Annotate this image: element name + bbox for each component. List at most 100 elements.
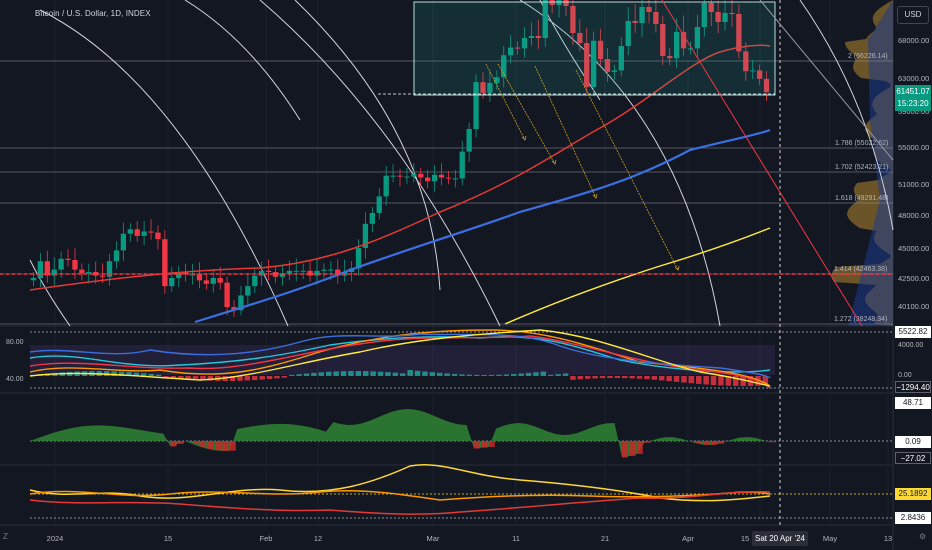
osc1-histogram-bar	[710, 376, 717, 386]
candle-body	[328, 269, 334, 271]
candle-body	[37, 261, 44, 278]
candle-body	[514, 47, 521, 49]
candle-body	[480, 82, 486, 93]
time-axis-label: 15	[164, 534, 172, 543]
osc1-histogram-bar	[148, 373, 154, 376]
projection-arrow	[485, 63, 526, 141]
candle-body	[189, 274, 196, 276]
candle-body	[715, 12, 721, 22]
candle-body	[487, 82, 493, 93]
osc1-histogram-bar	[200, 376, 206, 381]
time-axis-label: Apr	[682, 534, 694, 543]
ma-blue	[194, 128, 771, 324]
candle-body	[155, 232, 161, 240]
osc1-histogram-bar	[525, 372, 532, 376]
candle-body	[542, 0, 548, 38]
candle-body	[501, 55, 507, 78]
osc1-bottom-tag: −1294.40	[895, 381, 931, 393]
osc1-histogram-bar	[244, 376, 251, 381]
time-axis-label: 13	[884, 534, 892, 543]
osc3-top-tag: 25.1892	[895, 488, 931, 500]
candle-body	[265, 270, 272, 272]
osc1-histogram-bar	[577, 376, 584, 380]
candle-body	[362, 223, 369, 248]
candle-body	[58, 258, 64, 270]
candle-body	[279, 273, 286, 277]
candle-body	[590, 40, 597, 88]
osc2-top-tag: 48.71	[895, 397, 931, 409]
candle-body	[286, 270, 293, 274]
candle-body	[673, 32, 680, 59]
fib-arc	[519, 0, 721, 327]
price-axis-label: 45000.00	[898, 244, 929, 253]
time-axis-label: 21	[601, 534, 609, 543]
fib-level-label: 1.618 (49291.48)	[835, 195, 888, 202]
candle-body	[72, 260, 78, 270]
osc3-line	[29, 490, 771, 515]
osc1-histogram-bar	[444, 373, 450, 376]
osc1-histogram-bar	[622, 376, 628, 379]
osc1-histogram-bar	[400, 373, 406, 376]
candle-body	[86, 272, 92, 274]
candle-body	[162, 239, 168, 287]
osc1-histogram-bar	[466, 374, 473, 376]
osc1-histogram-bar	[644, 376, 650, 380]
osc2-negative-bar	[644, 441, 651, 443]
candle-body	[210, 278, 216, 284]
osc1-histogram-bar	[762, 376, 769, 386]
osc2-negative-bar	[215, 441, 221, 451]
candle-body	[473, 82, 479, 129]
osc2-negative-bar	[481, 441, 488, 448]
osc1-histogram-bar	[496, 374, 502, 376]
candle-body	[584, 43, 590, 88]
currency-button[interactable]: USD	[897, 6, 929, 24]
price-axis-label: 68000.00	[898, 36, 929, 45]
oscillator-1	[29, 329, 893, 389]
osc1-histogram-bar	[488, 374, 495, 376]
osc1-histogram-bar	[540, 371, 547, 376]
candle-body	[355, 248, 362, 269]
osc1-histogram-bar	[163, 376, 169, 378]
settings-icon[interactable]: ⚙	[919, 532, 927, 541]
candle-body	[390, 175, 396, 177]
osc1-histogram-bar	[141, 373, 147, 376]
candle-body	[307, 270, 313, 276]
candle-body	[252, 275, 258, 287]
fib-level-label: 1.414 (42463.38)	[834, 266, 887, 273]
osc1-histogram-bar	[237, 376, 243, 381]
osc2-negative-bar	[703, 441, 710, 445]
candle-body	[224, 282, 230, 308]
osc2-negative-bar	[696, 441, 702, 444]
osc2-negative-bar	[622, 441, 628, 458]
candle-body	[106, 261, 113, 277]
candle-body	[397, 175, 403, 177]
osc1-histogram-bar	[192, 376, 199, 380]
consolidation-box	[413, 1, 776, 96]
osc1-histogram-bar	[422, 371, 428, 376]
fib-arc	[39, 9, 289, 327]
candle-body	[93, 272, 99, 276]
time-axis-label: Feb	[260, 534, 273, 543]
osc1-histogram-bar	[111, 371, 117, 376]
osc2-negative-bar	[629, 441, 636, 456]
candle-body	[169, 278, 175, 287]
candle-body	[466, 129, 472, 152]
candle-body	[535, 36, 541, 38]
osc1-histogram-bar	[718, 376, 724, 386]
zoom-out-button[interactable]: Z	[3, 532, 8, 541]
candle-body	[694, 27, 701, 49]
candle-body	[369, 212, 375, 224]
candle-body	[51, 269, 57, 276]
osc1-histogram-bar	[673, 376, 680, 382]
osc1-histogram-bar	[104, 371, 110, 376]
candle-body	[383, 175, 389, 197]
osc1-histogram-bar	[636, 376, 643, 379]
candle-body	[618, 46, 624, 71]
osc1-histogram-bar	[562, 373, 569, 376]
candle-body	[376, 196, 382, 213]
candle-body	[65, 258, 71, 260]
candle-body	[300, 270, 306, 272]
osc1-histogram-bar	[377, 371, 384, 376]
osc1-histogram-bar	[118, 371, 125, 376]
